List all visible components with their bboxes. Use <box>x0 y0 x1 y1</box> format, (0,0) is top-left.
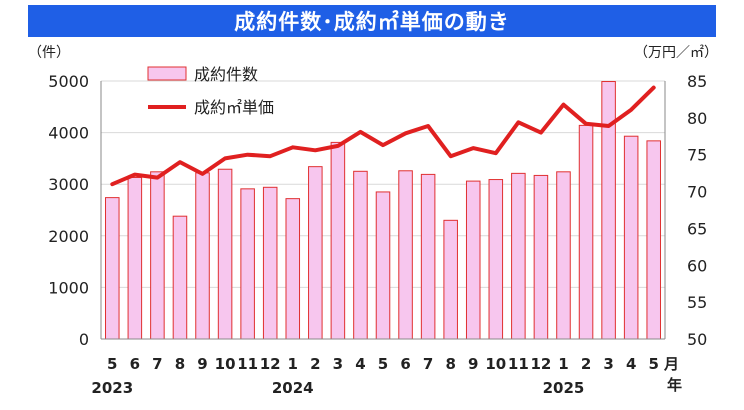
x-unit: 月 <box>663 355 679 373</box>
x-tick-label: 8 <box>445 355 455 373</box>
year-label: 2023 <box>91 379 133 397</box>
bar <box>353 170 368 340</box>
year-unit: 年 <box>667 376 682 394</box>
bar <box>556 171 571 340</box>
x-tick-label: 6 <box>130 355 140 373</box>
y-left-tick-label: 2000 <box>48 227 89 246</box>
bar <box>488 179 504 340</box>
y-right-tick-label: 85 <box>687 72 707 91</box>
y-left-tick-label: 4000 <box>48 124 89 143</box>
y-right-tick-label: 60 <box>687 256 707 275</box>
bar <box>262 186 278 340</box>
x-tick-label: 1 <box>288 355 298 373</box>
legend-bar-swatch <box>147 66 187 81</box>
x-tick-label: 5 <box>649 355 659 373</box>
y-left-tick-label: 5000 <box>48 72 89 91</box>
x-tick-label: 9 <box>197 355 207 373</box>
bar <box>443 219 458 340</box>
legend: 成約件数 成約㎡単価 <box>147 65 274 117</box>
bar <box>195 172 210 340</box>
bar <box>601 81 616 340</box>
y-right-tick-label: 50 <box>687 330 707 349</box>
x-tick-label: 3 <box>333 355 343 373</box>
x-tick-label: 10 <box>215 355 236 373</box>
bar <box>172 215 188 340</box>
x-tick-label: 11 <box>508 355 529 373</box>
x-tick-label: 1 <box>558 355 568 373</box>
bar <box>375 191 391 340</box>
bar <box>511 172 526 340</box>
bar <box>533 174 549 340</box>
y-right-tick-label: 80 <box>687 109 707 128</box>
bar <box>308 166 323 340</box>
y-left-tick-label: 1000 <box>48 278 89 297</box>
x-tick-label: 9 <box>468 355 478 373</box>
x-tick-label: 7 <box>152 355 162 373</box>
bar <box>623 135 639 340</box>
x-tick-label: 5 <box>107 355 117 373</box>
x-tick-label: 2 <box>581 355 591 373</box>
x-tick-label: 3 <box>603 355 613 373</box>
y-left-tick-label: 3000 <box>48 175 89 194</box>
x-tick-label: 7 <box>423 355 433 373</box>
legend-line-label: 成約㎡単価 <box>194 98 274 117</box>
chart-title: 成約件数･成約㎡単価の動き <box>28 5 716 37</box>
y-left-unit: （件） <box>28 45 70 61</box>
bar <box>420 173 436 340</box>
bar <box>150 171 165 340</box>
y-right-tick-label: 55 <box>687 293 707 312</box>
bar <box>646 140 661 340</box>
y-left-tick-label: 0 <box>79 330 89 349</box>
x-tick-label: 2 <box>310 355 320 373</box>
x-tick-label: 4 <box>626 355 636 373</box>
x-tick-label: 11 <box>237 355 258 373</box>
bar <box>398 170 413 340</box>
bar <box>217 168 233 340</box>
y-right-unit: （万円／㎡） <box>634 45 718 61</box>
bar <box>465 180 481 340</box>
bar <box>285 198 301 340</box>
bar <box>127 176 143 340</box>
price-line <box>110 85 656 187</box>
x-tick-label: 12 <box>260 355 281 373</box>
x-tick-label: 12 <box>530 355 551 373</box>
bar <box>105 197 120 340</box>
year-label: 2025 <box>543 379 585 397</box>
x-tick-label: 5 <box>378 355 388 373</box>
x-tick-label: 8 <box>175 355 185 373</box>
y-right-tick-label: 75 <box>687 146 707 165</box>
y-right-tick-label: 70 <box>687 183 707 202</box>
x-tick-label: 6 <box>400 355 410 373</box>
y-right-tick-label: 65 <box>687 219 707 238</box>
legend-bar-label: 成約件数 <box>194 65 258 84</box>
x-tick-label: 10 <box>485 355 506 373</box>
x-tick-label: 4 <box>355 355 365 373</box>
bar <box>578 124 594 340</box>
bar <box>330 141 346 340</box>
year-label: 2024 <box>272 379 314 397</box>
bar <box>240 188 255 340</box>
